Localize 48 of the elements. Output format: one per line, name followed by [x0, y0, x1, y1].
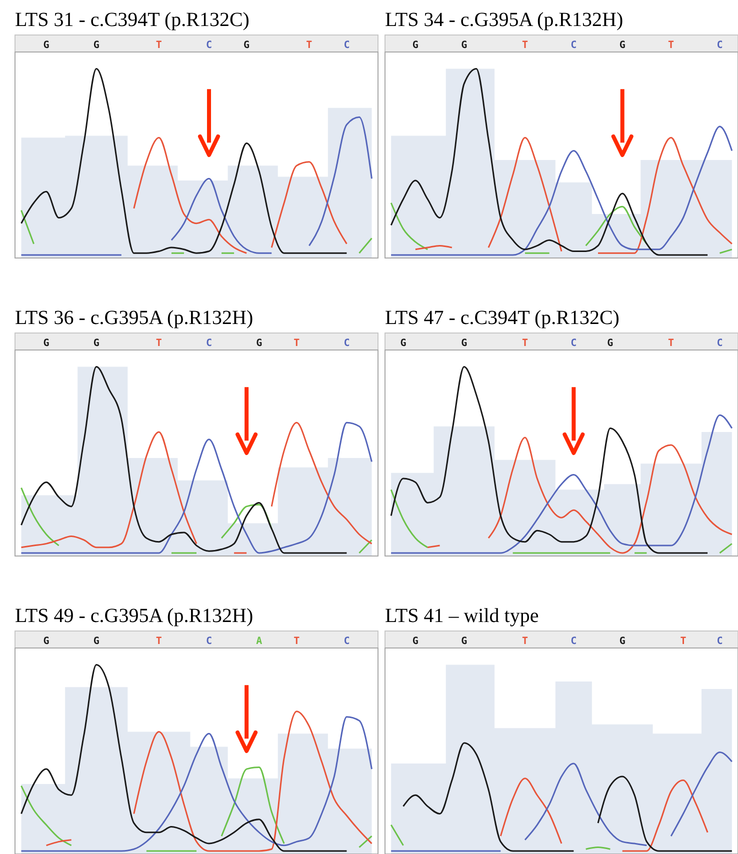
x-tick-label: G — [619, 636, 626, 647]
x-tick-label: G — [43, 40, 50, 51]
x-tick-label: G — [256, 338, 262, 349]
x-tick-label: C — [716, 636, 723, 647]
x-tick-label: T — [668, 338, 674, 349]
x-tick-label: C — [344, 338, 350, 349]
x-tick-label: G — [43, 636, 50, 647]
x-tick-label: C — [716, 40, 723, 51]
x-tick-label: G — [619, 40, 626, 51]
x-tick-label: T — [294, 338, 300, 349]
x-tick-label: G — [244, 40, 250, 51]
x-tick-label: T — [156, 636, 162, 647]
x-tick-label: G — [400, 338, 406, 349]
x-tick-label: G — [43, 338, 50, 349]
x-tick-label: C — [206, 40, 212, 51]
x-tick-label: C — [344, 636, 350, 647]
x-tick-label: G — [93, 636, 100, 647]
chart-title: LTS 41 – wild type — [385, 605, 539, 627]
x-tick-label: T — [680, 636, 686, 647]
x-tick-label: T — [156, 338, 162, 349]
x-tick-label: G — [93, 338, 100, 349]
x-tick-label: G — [461, 40, 468, 51]
x-tick-label: G — [461, 636, 468, 647]
x-tick-label: C — [206, 338, 212, 349]
x-tick-label: C — [570, 636, 577, 647]
chart-title: LTS 47 - c.C394T (p.R132C) — [385, 307, 620, 329]
x-tick-label: T — [522, 636, 528, 647]
x-tick-label: G — [93, 40, 100, 51]
chart-title: LTS 36 - c.G395A (p.R132H) — [15, 307, 254, 329]
chart-title: LTS 34 - c.G395A (p.R132H) — [385, 9, 624, 31]
x-tick-label: T — [522, 338, 528, 349]
x-tick-label: C — [570, 40, 577, 51]
x-tick-label: T — [294, 636, 300, 647]
x-tick-label: T — [668, 40, 674, 51]
chart-title: LTS 49 - c.G395A (p.R132H) — [15, 605, 254, 627]
x-tick-label: T — [522, 40, 528, 51]
x-tick-label: G — [607, 338, 614, 349]
x-tick-label: G — [461, 338, 468, 349]
x-tick-label: C — [206, 636, 212, 647]
x-tick-label: G — [412, 40, 418, 51]
x-tick-label: G — [412, 636, 418, 647]
x-tick-label: T — [306, 40, 312, 51]
x-tick-label: A — [256, 636, 262, 647]
x-tick-label: C — [570, 338, 577, 349]
x-tick-label: T — [156, 40, 162, 51]
x-tick-label: C — [716, 338, 723, 349]
x-tick-label: C — [344, 40, 350, 51]
chart-title: LTS 31 - c.C394T (p.R132C) — [15, 9, 250, 31]
